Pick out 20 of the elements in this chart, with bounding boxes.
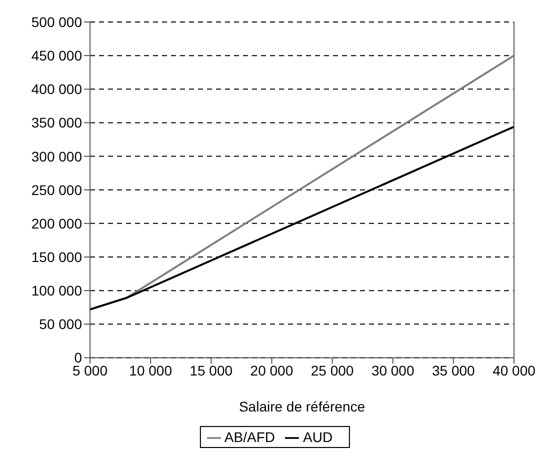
x-axis-title: Salaire de référence [238,398,366,415]
y-tick-label: 100 000 [31,282,82,299]
y-tick-label: 500 000 [31,14,82,30]
x-tick-label: 10 000 [129,362,172,379]
legend-label: AUD [303,428,333,445]
legend-label: AB/AFD [224,428,276,445]
x-tick-label: 15 000 [190,362,233,379]
x-tick-label: 35 000 [432,362,476,379]
x-tick-label: 20 000 [250,362,294,379]
x-tick-label: 25 000 [310,362,354,379]
y-tick-label: 150 000 [31,248,82,265]
y-tick-label: 400 000 [31,81,82,98]
y-tick-label: 50 000 [39,316,82,332]
y-tick-label: 200 000 [31,215,82,232]
y-tick-label: 450 000 [31,48,82,64]
y-tick-label: 300 000 [31,148,82,164]
y-tick-label: 350 000 [31,114,82,131]
y-tick-label: 250 000 [31,182,82,198]
x-tick-label: 40 000 [492,362,536,379]
x-tick-label: 30 000 [371,362,414,379]
